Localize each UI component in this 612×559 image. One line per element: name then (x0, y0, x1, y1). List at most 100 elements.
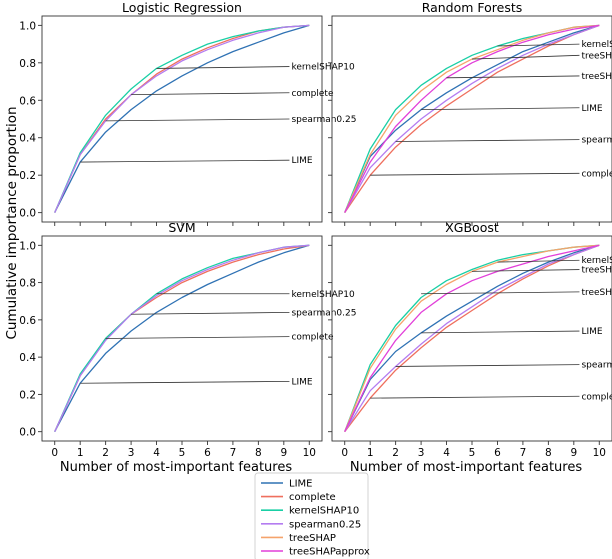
annotation-leader (497, 259, 580, 263)
plot-frame (41, 235, 323, 442)
x-tick-label: 1 (367, 447, 374, 459)
annotation-label: complete (581, 392, 612, 402)
annotation-label: treeSHAP (581, 51, 612, 61)
x-tick-label: 0 (341, 447, 348, 459)
annotation-leader (370, 395, 580, 399)
annotation-label: LIME (581, 327, 602, 337)
annotation-label: LIME (291, 156, 312, 166)
annotation-label: treeSHAPapprox (581, 72, 612, 82)
series-line-complete (54, 244, 310, 432)
series-line-treeSHAP (344, 244, 600, 432)
x-axis-label: Number of most-important features (350, 460, 582, 475)
series-line-complete (344, 24, 600, 213)
annotation-leader (421, 107, 580, 111)
panel-title: Random Forests (422, 0, 523, 15)
series-line-LIME (54, 24, 310, 213)
annotation-leader (446, 75, 580, 79)
series-line-treeSHAP (344, 24, 600, 213)
x-tick-label: 6 (494, 447, 501, 459)
plot-frame (331, 15, 612, 223)
annotation-leader (421, 330, 580, 334)
annotation-leader (105, 336, 290, 339)
chart-panels: Logistic Regression 0.0 0.2 0.4 0.6 0.8 1.0 ker… (19, 0, 612, 475)
chart-panel-4: XGBoost 0 1 2 3 4 5 6 7 8 9 10 Number of most-import… (328, 220, 612, 475)
y-tick-label: 0.0 (19, 427, 36, 439)
series-line-LIME (344, 244, 600, 432)
plot-frame (331, 235, 612, 442)
y-tick-label: 0.8 (19, 58, 36, 70)
legend-label: complete (289, 492, 336, 503)
y-tick-label: 0.0 (19, 208, 36, 220)
annotation-label: treeSHAP (581, 266, 612, 276)
x-axis-label: Number of most-important features (60, 460, 292, 475)
x-tick-label: 10 (593, 447, 606, 459)
series-line-treeSHAPapprox (344, 24, 600, 213)
annotation-leader (395, 139, 580, 142)
series-line-complete (344, 244, 600, 433)
series-line-treeSHAPapprox (344, 244, 600, 432)
y-tick-label: 0.4 (19, 352, 36, 364)
x-tick-label: 4 (443, 447, 450, 459)
annotation-leader (421, 291, 580, 295)
x-tick-label: 5 (179, 447, 186, 459)
series-line-kernelSHAP10 (344, 24, 600, 213)
y-tick-label: 0.2 (19, 389, 36, 401)
chart-panel-3: SVM 0.0 0.2 0.4 0.6 0.8 1.0 0 1 2 3 4 5 6 7 8 9 10 Number … (19, 220, 356, 475)
figure-ylabel: Cumulative importance proportion (4, 106, 20, 339)
x-tick-label: 7 (520, 447, 527, 459)
annotation-label: spearman0.25 (291, 115, 356, 125)
y-tick-label: 0.4 (19, 133, 36, 145)
annotation-label: kernelSHAP10 (291, 63, 355, 73)
legend-label: kernelSHAP10 (289, 506, 359, 517)
annotation-leader (105, 118, 290, 122)
series-line-spearman0.25 (344, 24, 600, 213)
series-line-LIME (54, 244, 310, 433)
annotation-label: kernelSHAP10 (581, 40, 612, 50)
annotation-leader (80, 380, 290, 384)
series-line-kernelSHAP10 (54, 24, 310, 213)
annotation-leader (370, 172, 580, 176)
annotation-label: treeSHAPapprox (581, 288, 612, 298)
x-tick-label: 3 (418, 447, 425, 459)
y-tick-label: 1.0 (19, 20, 36, 32)
annotation-leader (395, 364, 580, 367)
y-tick-label: 0.8 (19, 278, 36, 290)
x-tick-label: 1 (77, 447, 84, 459)
annotation-label: complete (291, 89, 334, 99)
annotation-label: complete (291, 333, 334, 343)
x-tick-label: 8 (255, 447, 262, 459)
x-tick-label: 0 (51, 447, 58, 459)
x-tick-label: 5 (469, 447, 476, 459)
series-line-kernelSHAP10 (54, 244, 310, 432)
annotation-label: spearman0.25 (581, 136, 612, 146)
x-tick-label: 9 (280, 447, 287, 459)
legend-label: treeSHAPapprox (289, 547, 370, 558)
series-line-kernelSHAP10 (344, 244, 600, 432)
x-tick-label: 9 (570, 447, 577, 459)
x-tick-label: 2 (102, 447, 109, 459)
legend-label: treeSHAP (289, 533, 336, 544)
annotation-leader (131, 92, 290, 96)
annotation-label: LIME (581, 104, 602, 114)
panel-title: SVM (168, 220, 195, 235)
annotation-leader (471, 269, 580, 272)
series-line-spearman0.25 (344, 244, 600, 433)
series-line-spearman0.25 (54, 24, 310, 213)
legend-label: spearman0.25 (289, 519, 361, 530)
annotation-label: LIME (291, 377, 312, 387)
x-tick-label: 10 (303, 447, 316, 459)
x-tick-label: 6 (204, 447, 211, 459)
x-tick-label: 7 (230, 447, 237, 459)
annotation-leader (131, 312, 290, 315)
legend-box (254, 472, 369, 559)
chart-panel-2: Random Forests kernelSHAP10treeSHAP treeSH… (328, 0, 612, 226)
x-tick-label: 2 (392, 447, 399, 459)
y-tick-label: 0.6 (19, 95, 36, 107)
annotation-label: spearman0.25 (291, 308, 356, 318)
annotation-leader (156, 66, 290, 69)
panel-title: Logistic Regression (122, 0, 242, 15)
series-line-spearman0.25 (54, 244, 310, 432)
x-tick-label: 4 (153, 447, 160, 459)
x-tick-label: 3 (128, 447, 135, 459)
